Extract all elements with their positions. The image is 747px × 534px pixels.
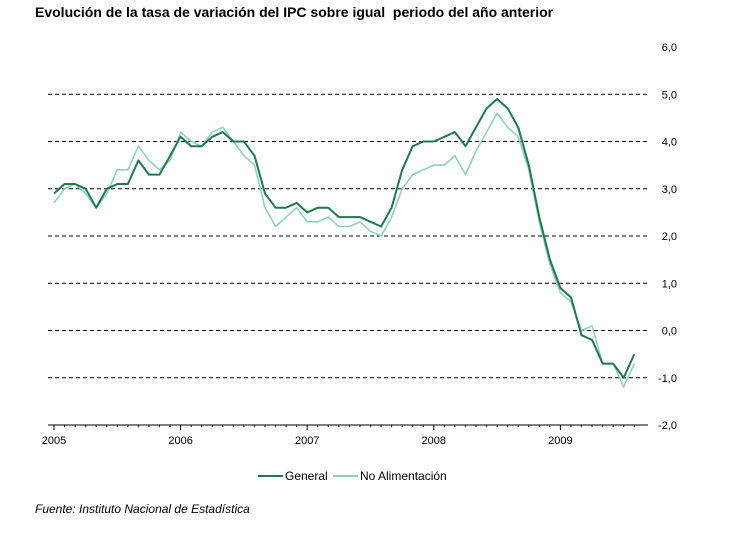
axes — [48, 424, 648, 430]
y-tick-label: 5,0 — [662, 89, 677, 101]
grid-lines — [48, 93, 648, 379]
y-tick-labels: 6,0 5,0 4,0 3,0 2,0 1,0 0,0 -1,0 -2,0 — [658, 42, 677, 432]
y-tick-label: 0,0 — [662, 326, 677, 338]
chart-title: Evolución de la tasa de variación del IP… — [35, 4, 554, 20]
y-tick-label: 1,0 — [662, 278, 677, 290]
x-tick-label: 2007 — [295, 435, 319, 447]
x-tick-labels: 2005 2006 2007 2008 2009 — [42, 435, 573, 447]
series-lines — [53, 98, 636, 389]
legend-label-no-alimentacion: No Alimentación — [360, 469, 447, 483]
x-tick-label: 2006 — [168, 435, 192, 447]
y-tick-label: 4,0 — [662, 137, 677, 149]
x-tick-label: 2008 — [422, 435, 446, 447]
x-tick-label: 2009 — [548, 435, 572, 447]
y-tick-label: -1,0 — [658, 373, 677, 385]
y-tick-label: -2,0 — [658, 420, 677, 432]
x-tick-label: 2005 — [42, 435, 66, 447]
y-tick-label: 2,0 — [662, 231, 677, 243]
y-tick-label: 3,0 — [662, 184, 677, 196]
series-line-general — [53, 98, 636, 379]
y-tick-label: 6,0 — [662, 42, 677, 54]
source-note: Fuente: Instituto Nacional de Estadístic… — [35, 502, 250, 516]
legend-label-general: General — [285, 469, 328, 483]
legend: General No Alimentación — [258, 469, 447, 483]
